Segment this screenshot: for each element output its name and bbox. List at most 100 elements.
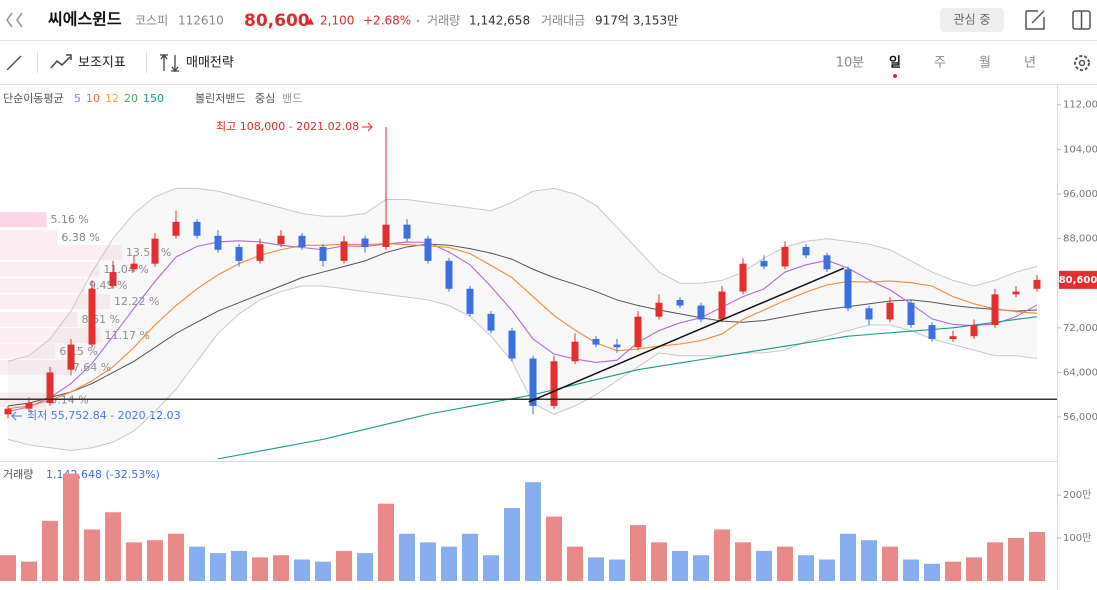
volume-bar — [1029, 531, 1045, 581]
candle-body — [1033, 279, 1041, 289]
indicators-button[interactable]: 보조지표 — [78, 56, 126, 71]
volume-bar — [105, 512, 121, 581]
strategy-button[interactable]: 매매전략 — [186, 56, 234, 71]
candle-body — [109, 272, 117, 286]
profile-label: 5.16 % — [50, 213, 88, 226]
volume-bar — [147, 540, 163, 581]
volume-bar — [336, 550, 352, 581]
candle-body — [865, 308, 873, 320]
volume-bar — [903, 559, 919, 581]
amount-label: 거래대금 — [541, 14, 585, 28]
candle-body — [88, 288, 96, 345]
high-arrow — [362, 122, 373, 132]
volume-bar — [588, 557, 604, 581]
candle-body — [298, 235, 306, 247]
candle-body — [970, 325, 978, 337]
volume-bar — [714, 529, 730, 581]
candle-body — [193, 221, 201, 236]
volume-bar — [798, 555, 814, 581]
volume-bar — [840, 533, 856, 581]
price-tag — [1059, 270, 1097, 289]
legend-ma-period: 20 — [124, 92, 138, 105]
candle-body — [25, 403, 33, 409]
low-arrow — [11, 411, 22, 421]
candle-body — [928, 325, 936, 339]
profile-label: 12.22 % — [114, 295, 159, 308]
candle-body — [382, 224, 390, 247]
watch-label: 관심 중 — [954, 13, 991, 27]
y-tick-label: 72,000 — [1063, 323, 1097, 334]
bollinger-mid — [7, 243, 1038, 407]
volume-bar — [693, 555, 709, 581]
period-tab[interactable]: 월 — [979, 56, 991, 71]
volume-bar — [399, 533, 415, 581]
volume-tick-label: 100만 — [1063, 532, 1091, 544]
profile-label: 7.64 % — [73, 361, 111, 374]
candle-body — [214, 235, 222, 250]
legend-ma-title: 단순이동평균 — [3, 92, 64, 105]
volume-title: 거래량 — [3, 468, 33, 481]
candle-body — [739, 263, 747, 292]
volume-bar — [84, 529, 100, 581]
period-tab[interactable]: 일 — [889, 56, 901, 71]
candle-body — [130, 263, 138, 270]
legend-bb-band: 밴드 — [282, 92, 302, 105]
candle-body — [67, 344, 75, 370]
edit-icon[interactable] — [1025, 10, 1045, 30]
profile-bar — [0, 312, 78, 328]
candle-body — [676, 299, 684, 306]
back-icon[interactable] — [6, 12, 23, 28]
volume-bar — [63, 473, 79, 581]
watch-button[interactable] — [940, 8, 1004, 32]
volume-bar — [126, 542, 142, 581]
period-tab[interactable]: 년 — [1024, 56, 1036, 71]
candle-body — [991, 294, 999, 326]
trend-line — [528, 267, 845, 403]
volume-bar — [231, 550, 247, 581]
volume-bar — [168, 533, 184, 581]
ma-line — [7, 240, 1038, 413]
candle-body — [886, 302, 894, 320]
volume-bar — [273, 555, 289, 581]
ma-line — [7, 243, 1038, 410]
amount: 917억 3,153만 — [595, 14, 678, 28]
profile-bar — [0, 294, 110, 310]
y-tick-label: 64,000 — [1063, 367, 1097, 378]
period-tab[interactable]: 주 — [934, 56, 946, 71]
y-tick-label: 88,000 — [1063, 234, 1097, 245]
profile-label: 9.45 % — [89, 279, 127, 292]
volume-bar — [882, 546, 898, 581]
active-dot — [893, 74, 897, 78]
profile-bar — [0, 359, 69, 375]
indicator-icon[interactable] — [50, 54, 72, 69]
change: 2,100 — [320, 14, 354, 28]
legend-ma-period: 10 — [86, 92, 100, 105]
period-tab[interactable]: 10분 — [836, 56, 865, 71]
candle-body — [487, 313, 495, 331]
candle-body — [592, 338, 600, 345]
y-tick-label: 96,000 — [1063, 189, 1097, 200]
candle-body — [277, 235, 285, 245]
candle-body — [256, 244, 264, 261]
market: 코스피 — [135, 14, 168, 28]
legend-bb-title: 볼린저밴드 — [195, 92, 246, 105]
legend-ma-period: 5 — [74, 92, 81, 105]
volume-bar — [42, 520, 58, 581]
candle-body — [571, 341, 579, 362]
y-tick-label: 104,000 — [1063, 144, 1097, 155]
candle-body — [340, 241, 348, 261]
volume-bar — [777, 546, 793, 581]
volume-bar — [945, 561, 961, 581]
strategy-icon[interactable] — [160, 53, 179, 73]
candle-body — [4, 408, 12, 415]
volume-bar — [861, 540, 877, 581]
volume-bar — [1008, 538, 1024, 581]
settings-icon[interactable] — [1074, 55, 1090, 71]
candle-body — [445, 260, 453, 289]
candle-body — [823, 255, 831, 270]
volume-bar — [420, 542, 436, 581]
draw-icon[interactable] — [6, 55, 22, 71]
candle-body — [361, 238, 369, 247]
